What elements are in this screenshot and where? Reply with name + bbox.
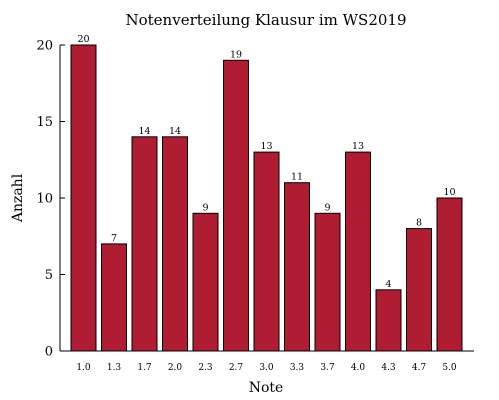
bar <box>375 289 402 352</box>
data-label: 13 <box>260 141 272 152</box>
x-axis-label: Note <box>249 380 284 396</box>
x-tick-label: 4.3 <box>381 363 396 373</box>
x-tick-label: 5.0 <box>442 363 457 373</box>
x-tick-label: 3.0 <box>259 363 274 373</box>
y-tick-label: 20 <box>36 39 53 54</box>
bar <box>192 212 219 352</box>
data-label: 20 <box>77 34 89 45</box>
data-label: 10 <box>443 187 455 198</box>
x-tick-label: 1.3 <box>107 363 122 373</box>
x-tick-label: 4.0 <box>351 363 366 373</box>
y-tick-label: 10 <box>36 192 53 207</box>
bar <box>101 243 127 352</box>
bar <box>436 197 463 352</box>
data-label: 9 <box>324 202 330 213</box>
bar <box>406 228 432 352</box>
y-axis-ticks: 0 5 10 15 20 <box>36 39 65 360</box>
x-tick-label: 4.7 <box>412 363 427 373</box>
bar <box>223 59 249 352</box>
data-label: 19 <box>230 49 242 60</box>
x-tick-label: 2.7 <box>229 363 244 373</box>
x-axis-ticks: 1.0 1.3 1.7 2.0 2.3 2.7 3.0 3.3 3.7 4.0 4.3 4.7 5.0 <box>76 363 457 373</box>
x-tick-label: 2.3 <box>198 363 213 373</box>
data-label: 11 <box>291 172 303 183</box>
y-tick-label: 15 <box>36 115 53 130</box>
bar <box>314 212 341 352</box>
data-label: 7 <box>111 233 117 244</box>
x-tick-label: 1.7 <box>137 363 152 373</box>
x-tick-label: 3.7 <box>320 363 335 373</box>
x-tick-label: 2.0 <box>168 363 183 373</box>
data-label: 4 <box>385 279 391 290</box>
data-label: 14 <box>138 126 150 137</box>
y-tick-label: 5 <box>45 268 53 283</box>
bar <box>131 136 158 352</box>
data-label: 14 <box>169 126 181 137</box>
bar-series: 20 7 14 14 9 19 13 11 9 13 4 8 10 <box>70 34 463 352</box>
x-tick-label: 3.3 <box>290 363 305 373</box>
y-tick-label: 0 <box>45 345 53 360</box>
data-label: 9 <box>202 202 208 213</box>
data-label: 13 <box>352 141 364 152</box>
bar <box>253 151 280 352</box>
bar <box>345 151 371 352</box>
bar <box>162 136 188 352</box>
x-tick-label: 1.0 <box>76 363 91 373</box>
bar <box>284 182 310 352</box>
data-label: 8 <box>416 218 422 229</box>
chart-title: Notenverteilung Klausur im WS2019 <box>126 11 407 29</box>
y-axis-label: Anzahl <box>10 173 26 223</box>
bar <box>70 44 97 352</box>
